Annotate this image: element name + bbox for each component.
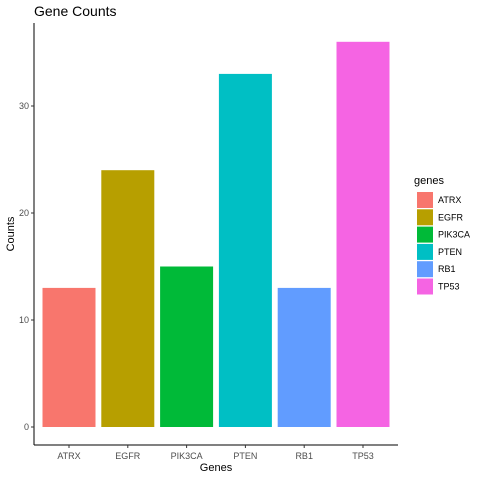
bar-pten (218, 73, 272, 428)
legend-label-egfr: EGFR (438, 212, 464, 222)
bar-egfr (101, 170, 155, 427)
legend-label-rb1: RB1 (438, 264, 456, 274)
y-axis-ticks: 0 10 20 30 (19, 101, 34, 432)
legend-title: genes (414, 175, 444, 187)
x-tick-label: RB1 (295, 451, 313, 461)
bar-rb1 (277, 287, 331, 427)
y-tick-label: 20 (19, 208, 29, 218)
legend-swatch-pten (417, 243, 433, 260)
bars-group (42, 41, 390, 428)
legend-swatch-atrx (417, 192, 433, 208)
legend-items: ATRX EGFR PIK3CA PTEN RB1 TP53 (417, 192, 470, 295)
x-tick-label: PTEN (233, 451, 257, 461)
y-tick-label: 0 (24, 422, 29, 432)
x-tick-label: PIK3CA (171, 451, 203, 461)
x-axis-title: Genes (200, 462, 233, 474)
legend: genes ATRX EGFR PIK3CA PTEN RB1 TP53 (414, 175, 470, 295)
bar-tp53 (336, 41, 390, 428)
legend-label-atrx: ATRX (438, 195, 461, 205)
legend-swatch-egfr (417, 209, 433, 226)
legend-label-pten: PTEN (438, 247, 462, 257)
y-axis-title: Counts (5, 216, 17, 251)
bar-atrx (42, 287, 96, 427)
x-tick-label: TP53 (352, 451, 374, 461)
chart-title: Gene Counts (34, 3, 117, 19)
legend-swatch-rb1 (417, 261, 433, 278)
legend-swatch-tp53 (417, 278, 433, 295)
x-tick-label: EGFR (115, 451, 141, 461)
legend-swatch-pik3ca (417, 226, 433, 243)
legend-label-tp53: TP53 (438, 282, 460, 292)
y-tick-label: 30 (19, 101, 29, 111)
x-tick-label: ATRX (57, 451, 80, 461)
legend-label-pik3ca: PIK3CA (438, 230, 470, 240)
bar-pik3ca (160, 266, 214, 427)
x-axis-ticks: ATRX EGFR PIK3CA PTEN RB1 TP53 (57, 445, 374, 461)
y-tick-label: 10 (19, 315, 29, 325)
